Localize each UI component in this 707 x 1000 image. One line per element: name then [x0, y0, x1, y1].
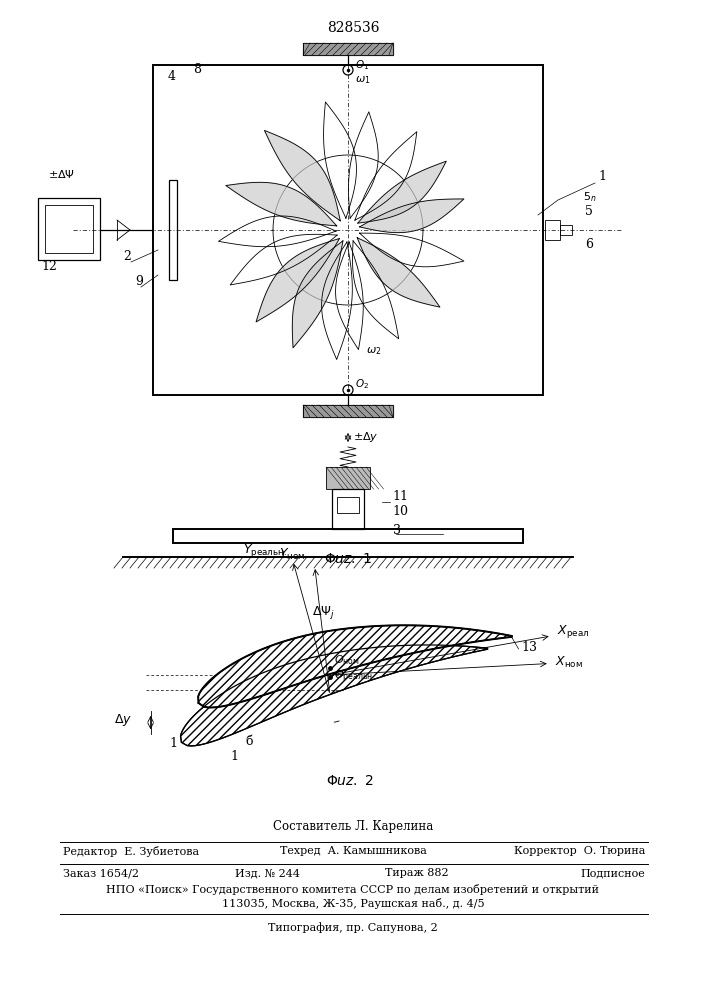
Text: $\pm\Delta y$: $\pm\Delta y$ — [353, 430, 379, 444]
Text: 4: 4 — [168, 70, 176, 83]
Text: $O_1$: $O_1$ — [355, 58, 369, 72]
Polygon shape — [180, 645, 488, 746]
Bar — [545, 220, 560, 240]
Text: Редактор  Е. Зубиетова: Редактор Е. Зубиетова — [63, 846, 199, 857]
Bar — [332, 489, 364, 529]
Polygon shape — [226, 182, 337, 226]
Text: $Y_{\text{ном}}$: $Y_{\text{ном}}$ — [279, 547, 306, 562]
Text: Корректор  О. Тюрина: Корректор О. Тюрина — [513, 846, 645, 856]
Text: 11: 11 — [392, 490, 408, 503]
Text: Заказ 1654/2: Заказ 1654/2 — [63, 868, 139, 878]
Text: $\omega_2$: $\omega_2$ — [366, 345, 382, 357]
Text: 1: 1 — [230, 750, 238, 763]
Text: 13: 13 — [522, 641, 537, 654]
Bar — [337, 497, 359, 513]
Bar — [153, 65, 543, 395]
Polygon shape — [292, 241, 343, 348]
Text: НПО «Поиск» Государственного комитета СССР по делам изобретений и открытий: НПО «Поиск» Государственного комитета СС… — [107, 884, 600, 895]
Bar — [173, 529, 523, 543]
Text: $\omega_1$: $\omega_1$ — [355, 74, 370, 86]
Text: 2: 2 — [123, 250, 131, 263]
Text: б: б — [245, 735, 253, 748]
Polygon shape — [256, 238, 339, 322]
Bar — [45, 205, 93, 253]
Text: Тираж 882: Тираж 882 — [385, 868, 449, 878]
Polygon shape — [360, 199, 464, 233]
Text: 6: 6 — [585, 238, 593, 251]
Polygon shape — [303, 405, 393, 417]
Bar — [38, 198, 100, 260]
Text: 828536: 828536 — [327, 21, 379, 35]
Text: $5_n$: $5_n$ — [583, 190, 597, 204]
Text: 8: 8 — [193, 63, 201, 76]
Polygon shape — [303, 43, 393, 55]
Text: 10: 10 — [392, 505, 408, 518]
Text: Техред  А. Камышникова: Техред А. Камышникова — [279, 846, 426, 856]
Text: $\Delta y$: $\Delta y$ — [114, 712, 132, 728]
Text: $O_{\text{реальн}}$: $O_{\text{реальн}}$ — [334, 668, 373, 685]
Text: 1: 1 — [170, 737, 177, 750]
Text: $\Delta\Psi_j$: $\Delta\Psi_j$ — [312, 604, 335, 621]
Text: $\Phi u \mathit{z}. \ 2$: $\Phi u \mathit{z}. \ 2$ — [326, 774, 374, 788]
Text: 5: 5 — [585, 205, 593, 218]
Text: Типография, пр. Сапунова, 2: Типография, пр. Сапунова, 2 — [268, 922, 438, 933]
Text: Изд. № 244: Изд. № 244 — [235, 868, 300, 878]
Text: 113035, Москва, Ж-35, Раушская наб., д. 4/5: 113035, Москва, Ж-35, Раушская наб., д. … — [222, 898, 484, 909]
Text: $\pm\Delta\Psi$: $\pm\Delta\Psi$ — [48, 168, 75, 180]
Text: 12: 12 — [41, 260, 57, 273]
Text: Подписное: Подписное — [580, 868, 645, 878]
Bar — [169, 180, 177, 280]
Text: 3: 3 — [393, 524, 401, 537]
Bar — [326, 467, 370, 489]
Text: $O_{\text{ном}}$: $O_{\text{ном}}$ — [334, 653, 360, 667]
Text: $O_2$: $O_2$ — [355, 377, 369, 391]
Bar — [560, 225, 572, 235]
Polygon shape — [264, 130, 340, 221]
Text: $X_{\text{ном}}$: $X_{\text{ном}}$ — [555, 654, 583, 670]
Text: $Y_{\text{реальн.}}$: $Y_{\text{реальн.}}$ — [243, 542, 287, 559]
Polygon shape — [358, 161, 446, 223]
Polygon shape — [357, 238, 440, 307]
Polygon shape — [198, 625, 512, 708]
Text: 9: 9 — [135, 275, 143, 288]
Text: $X_{\text{реал}}$: $X_{\text{реал}}$ — [556, 623, 589, 640]
Text: 1: 1 — [598, 170, 606, 183]
Text: Составитель Л. Карелина: Составитель Л. Карелина — [273, 820, 433, 833]
Text: $\Phi u \mathit{z}. \ 1$: $\Phi u \mathit{z}. \ 1$ — [324, 552, 372, 566]
